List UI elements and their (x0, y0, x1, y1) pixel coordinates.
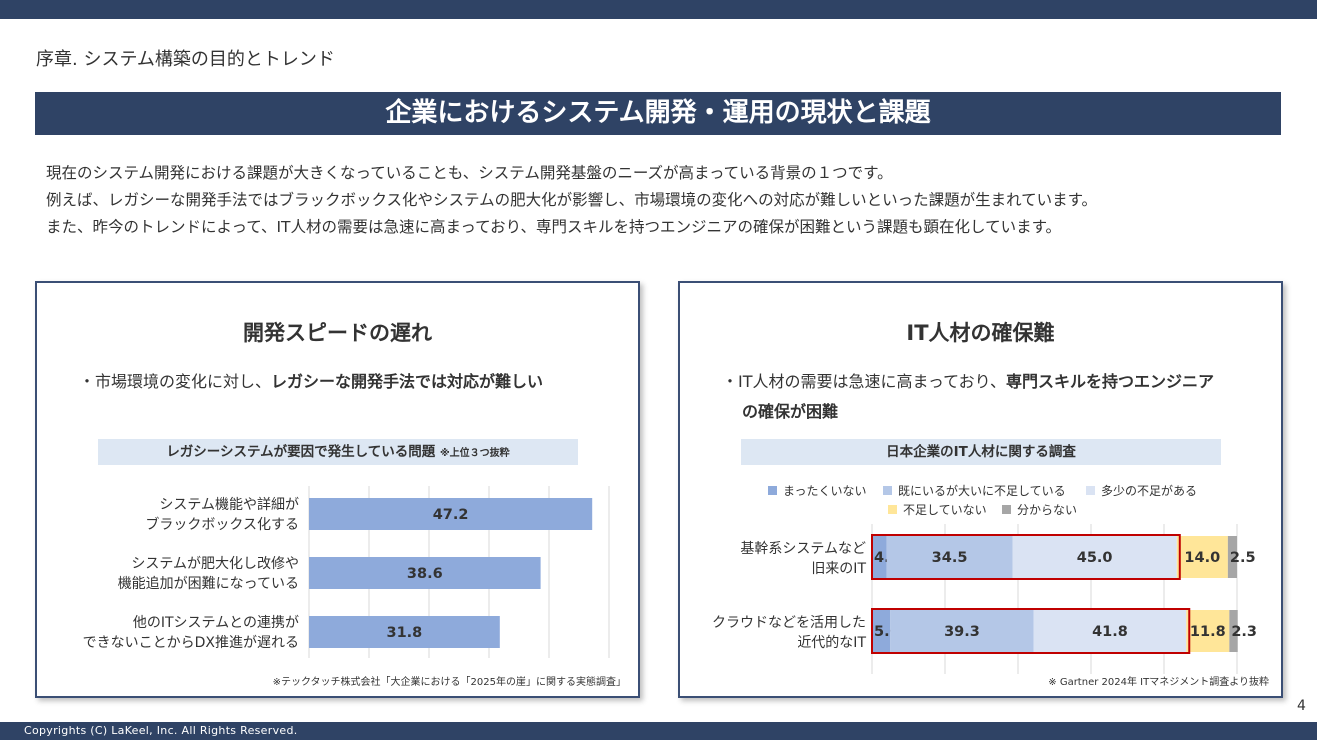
bar-value-label: 14.0 (1184, 550, 1220, 566)
category-label: 基幹系システムなど (740, 540, 866, 557)
bar-segment (1033, 610, 1187, 652)
bar-value-label: 2.5 (1230, 550, 1256, 566)
panel-it-talent: IT人材の確保難 ・IT人材の需要は急速に高まっており、専門スキルを持つエンジニ… (678, 281, 1283, 698)
bullet-bold-text: レガシーな開発手法では対応が難しい (271, 372, 544, 391)
source-note: ※テックタッチ株式会社「大企業における「2025年の崖」に関する実態調査」 (272, 677, 626, 688)
bar (309, 498, 593, 530)
bar-value-label: 47.2 (433, 507, 469, 523)
legend-swatch (768, 486, 777, 495)
bar (309, 557, 541, 589)
panel-title: 開発スピードの遅れ (243, 321, 432, 345)
chart-title: レガシーシステムが要因で発生している問題 ※上位３つ抜粋 (98, 439, 578, 465)
bar-value-label: 41.8 (1092, 624, 1128, 640)
shortage-highlight (871, 608, 1191, 654)
legend-swatch (1002, 505, 1011, 514)
bullet-mark: ・ (722, 372, 739, 391)
bar-segment (886, 536, 1013, 578)
bullet-text: IT人材の需要は急速に高まっており、 (738, 372, 1006, 391)
bar-value-label: 34.5 (932, 550, 968, 566)
bullet-text: 市場環境の変化に対し、 (95, 372, 272, 391)
bullet-mark: ・ (79, 372, 96, 391)
category-label: 他のITシステムとの連携が (133, 615, 299, 631)
bar-segment (890, 610, 1034, 652)
top-band (0, 0, 1317, 19)
bar-segment (1229, 610, 1238, 652)
bullet-point: ・市場環境の変化に対し、レガシーな開発手法では対応が難しい (79, 367, 543, 397)
intro-line: 例えば、レガシーな開発手法ではブラックボックス化やシステムの肥大化が影響し、市場… (46, 191, 1098, 209)
category-label: 機能追加が困難になっている (118, 576, 299, 592)
panel-development-speed: 開発スピードの遅れ ・市場環境の変化に対し、レガシーな開発手法では対応が難しい … (35, 281, 640, 698)
bar-segment (1227, 536, 1237, 578)
bar-value-label: 39.3 (944, 624, 980, 640)
legend-label: 分からない (1017, 503, 1077, 517)
page-number: 4 (1297, 698, 1306, 714)
footer: Copyrights (C) LaKeel, Inc. All Rights R… (0, 722, 1317, 740)
legend-swatch (888, 505, 897, 514)
legend-swatch (1086, 486, 1095, 495)
legend-label: 既にいるが大いに不足している (898, 483, 1066, 498)
panel-title: IT人材の確保難 (906, 321, 1055, 345)
bullet-bold-text: 専門スキルを持つエンジニア (1005, 372, 1214, 391)
shortage-highlight (871, 534, 1181, 580)
breadcrumb: 序章. システム構築の目的とトレンド (36, 49, 335, 70)
category-label: システム機能や詳細が (159, 497, 299, 513)
bullet-bold-text: の確保が困難 (742, 402, 839, 421)
category-label: できないことからDX推進が遅れる (83, 635, 299, 651)
legend-label: 不足していない (903, 503, 987, 517)
bar-value-label: 45.0 (1077, 550, 1113, 566)
legend-label: まったくいない (783, 484, 867, 498)
category-label: 近代的なIT (797, 635, 866, 651)
chart-title: 日本企業のIT人材に関する調査 (741, 439, 1221, 465)
bar-value-label: 31.8 (387, 625, 423, 641)
legend-label: 多少の不足がある (1101, 483, 1197, 498)
chart-title-text: レガシーシステムが要因で発生している問題 (166, 444, 436, 460)
bar-segment (872, 610, 891, 652)
bar-segment (1012, 536, 1177, 578)
bar-segment (1176, 536, 1228, 578)
legend-swatch (883, 486, 892, 495)
bar-value-label: 2.3 (1231, 624, 1257, 640)
category-label: ブラックボックス化する (145, 516, 299, 533)
copyright: Copyrights (C) LaKeel, Inc. All Rights R… (24, 724, 298, 737)
bar (309, 616, 500, 648)
category-label: クラウドなどを活用した (712, 615, 866, 631)
category-label: 旧来のIT (811, 561, 866, 577)
bar-value-label: 11.8 (1190, 624, 1226, 640)
bullet-point: ・IT人材の需要は急速に高まっており、専門スキルを持つエンジニア の確保が困難 (722, 367, 1214, 427)
intro-text: 現在のシステム開発における課題が大きくなっていることも、システム開発基盤のニーズ… (46, 160, 1276, 241)
intro-line: 現在のシステム開発における課題が大きくなっていることも、システム開発基盤のニーズ… (46, 164, 893, 182)
bar-segment (872, 536, 887, 578)
category-label: システムが肥大化し改修や (131, 556, 299, 572)
page-title: 企業におけるシステム開発・運用の現状と課題 (35, 92, 1281, 135)
source-note: ※ Gartner 2024年 ITマネジメント調査より抜粋 (1048, 677, 1269, 688)
bar-value-label: 38.6 (407, 566, 443, 582)
intro-line: また、昨今のトレンドによって、IT人材の需要は急速に高まっており、専門スキルを持… (46, 218, 1062, 236)
bar-segment (1186, 610, 1230, 652)
chart-title-note: ※上位３つ抜粋 (439, 448, 510, 459)
